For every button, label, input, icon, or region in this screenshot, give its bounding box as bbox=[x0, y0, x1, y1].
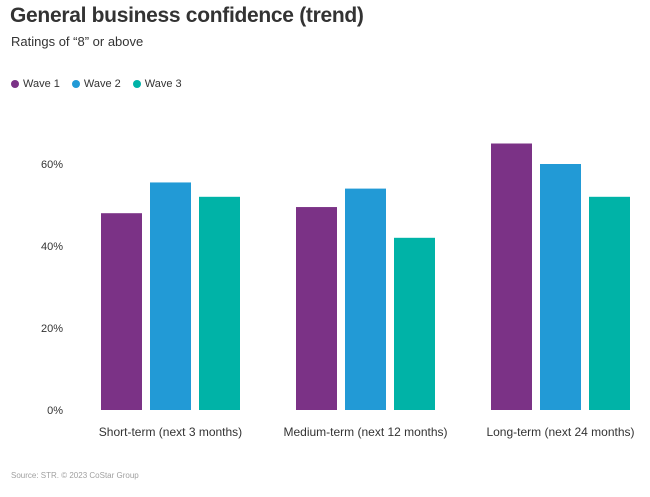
bar-wave-3-2 bbox=[394, 237, 435, 410]
legend-label-wave-3: Wave 3 bbox=[144, 78, 182, 90]
y-tick-label: 40% bbox=[41, 241, 63, 253]
chart-title: General business confidence (trend) bbox=[10, 4, 364, 27]
legend-swatch-wave-2 bbox=[71, 80, 80, 88]
legend-label-wave-2: Wave 2 bbox=[83, 78, 121, 90]
bar-wave-1-3 bbox=[491, 143, 532, 410]
bar-wave-2-2 bbox=[345, 188, 386, 410]
y-tick-label: 60% bbox=[41, 159, 63, 171]
x-category-label: Short-term (next 3 months) bbox=[99, 425, 242, 439]
legend-item-wave-2: Wave 2 bbox=[71, 78, 121, 90]
legend: Wave 1 Wave 2 Wave 3 bbox=[11, 78, 182, 90]
legend-item-wave-3: Wave 3 bbox=[132, 78, 182, 90]
legend-label-wave-1: Wave 1 bbox=[23, 78, 60, 90]
x-category-label: Long-term (next 24 months) bbox=[486, 425, 634, 439]
bar-wave-2-3 bbox=[540, 164, 581, 410]
chart-subtitle: Ratings of “8” or above bbox=[11, 34, 144, 49]
y-tick-label: 0% bbox=[47, 405, 63, 417]
bar-wave-1-2 bbox=[296, 207, 337, 410]
legend-item-wave-1: Wave 1 bbox=[11, 78, 60, 90]
bar-wave-2-1 bbox=[150, 182, 191, 410]
bar-wave-3-3 bbox=[589, 196, 630, 410]
x-category-label: Medium-term (next 12 months) bbox=[283, 425, 447, 439]
bar-wave-3-1 bbox=[199, 196, 240, 410]
bar-wave-1-1 bbox=[101, 213, 142, 410]
y-tick-label: 20% bbox=[41, 323, 63, 335]
source-note: Source: STR. © 2023 CoStar Group bbox=[11, 471, 139, 480]
legend-swatch-wave-3 bbox=[132, 80, 141, 88]
legend-swatch-wave-1 bbox=[11, 80, 19, 88]
